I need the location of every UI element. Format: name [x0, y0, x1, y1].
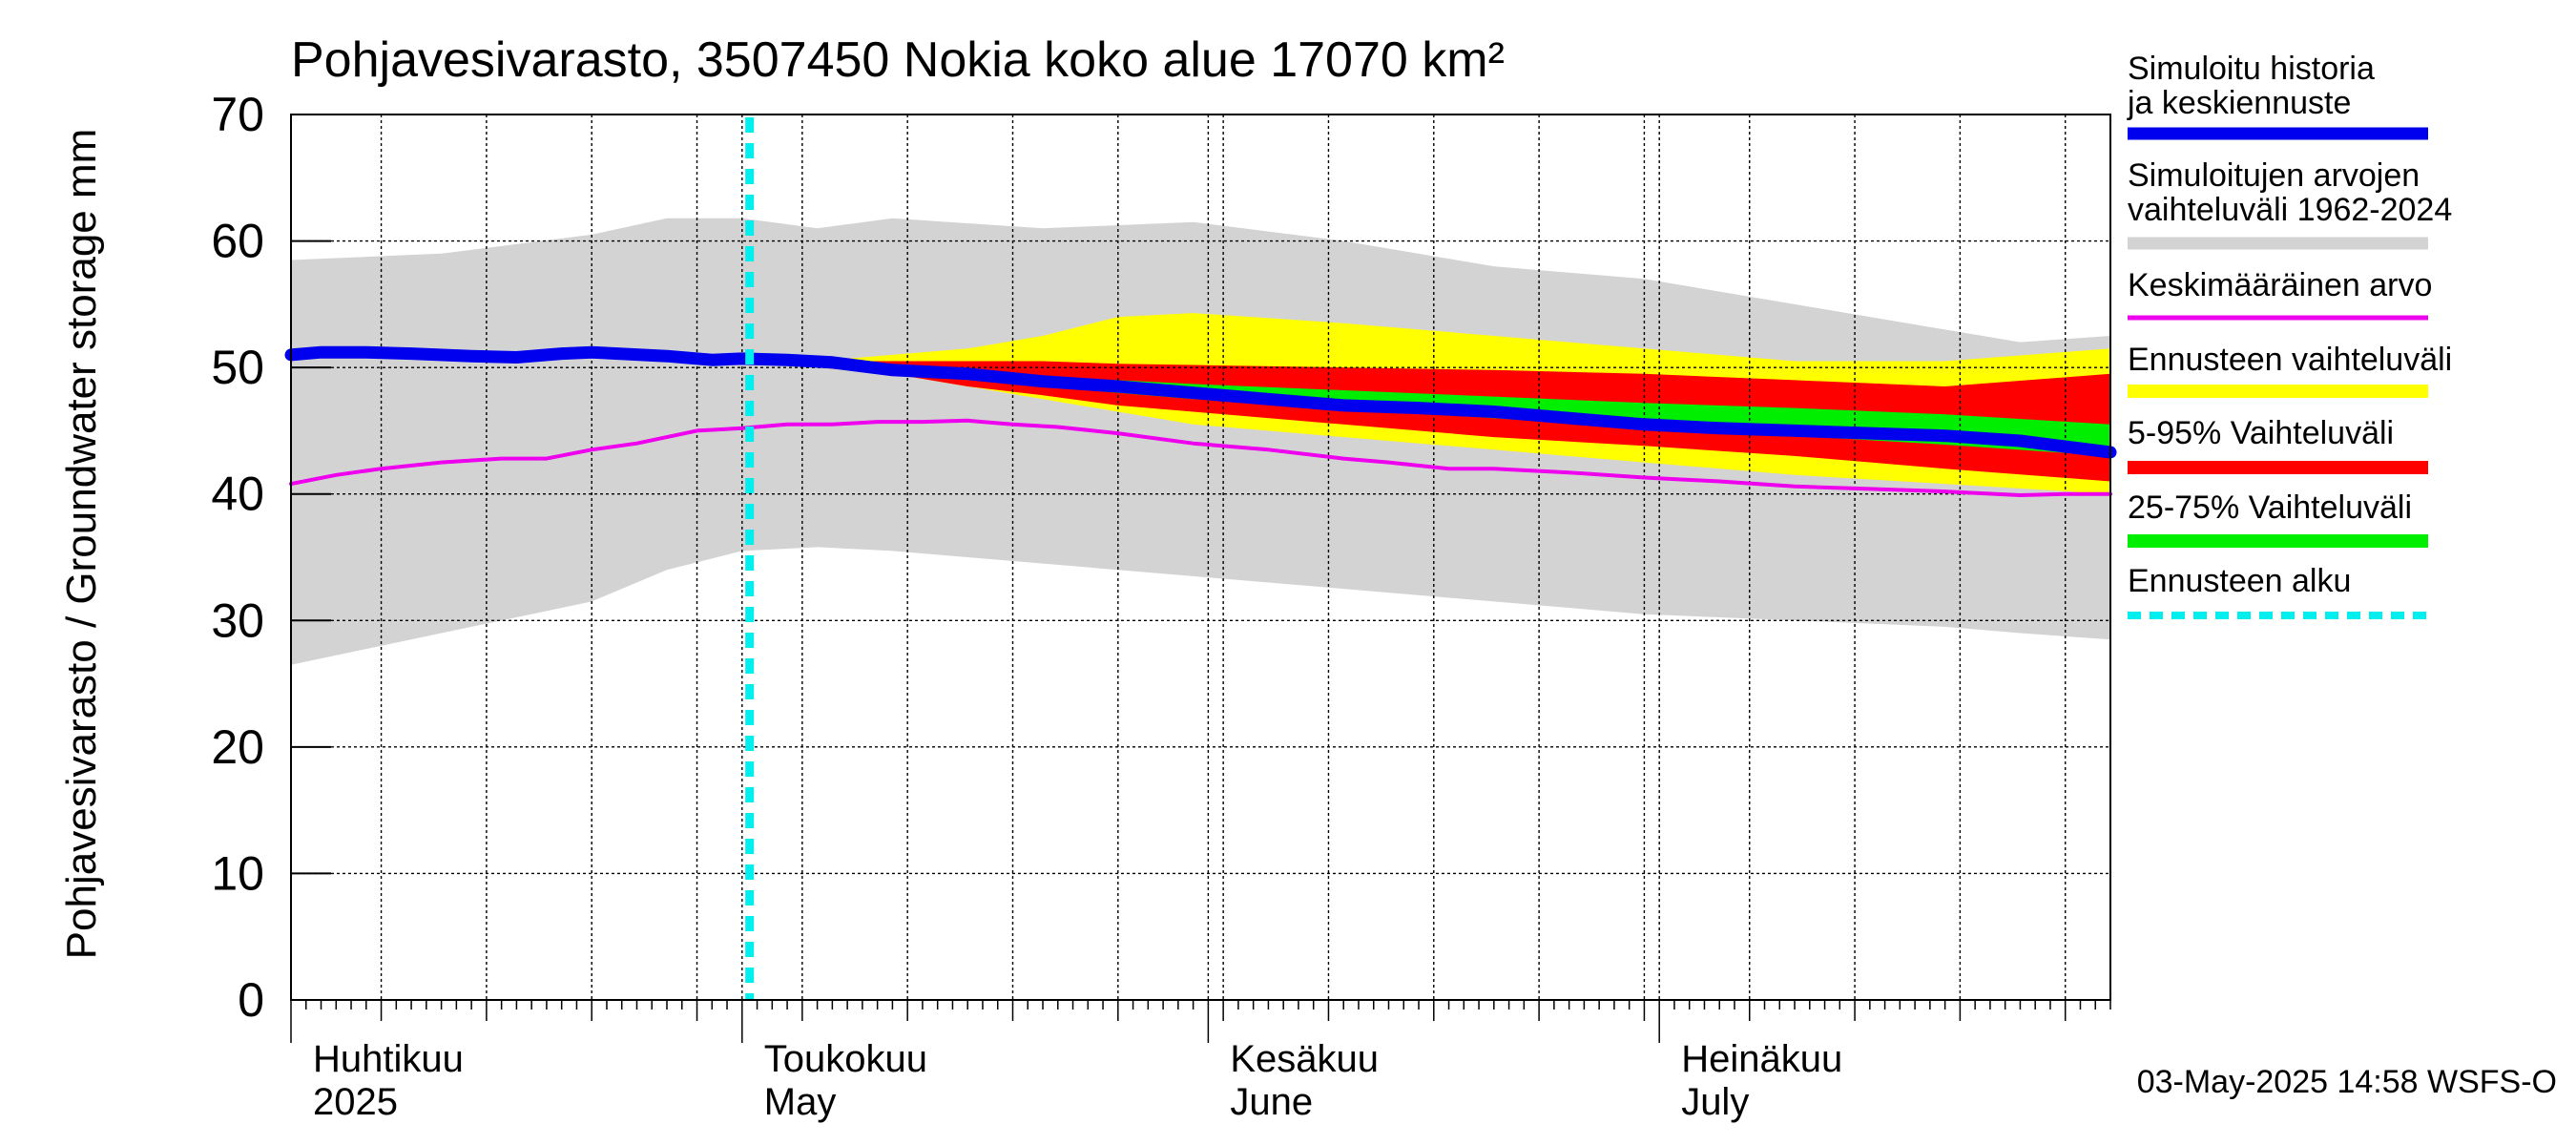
y-tick-label: 70 [211, 88, 264, 141]
legend-label-simuloitu-historia-ja-keskiennuste: Simuloitu historia ja keskiennuste [2127, 51, 2375, 121]
month-label-en: 2025 [313, 1081, 398, 1123]
legend-label-ennusteen-vaihteluvali: Ennusteen vaihteluväli [2128, 342, 2452, 378]
series-line-simuloitu-historia-ja-keskiennuste [284, 345, 2117, 459]
legend: Simuloitu historia ja keskiennuste Simuloi… [2127, 51, 2452, 619]
y-tick-label: 60 [211, 215, 264, 268]
legend-label-keskimaarainen-arvo: Keskimääräinen arvo [2128, 267, 2432, 303]
y-tick-label: 50 [211, 341, 264, 394]
legend-label-5-95-vaihteluvali: 5-95% Vaihteluväli [2128, 415, 2394, 451]
y-tick-label: 0 [238, 973, 264, 1027]
y-tick-label: 20 [211, 720, 264, 774]
band-layer [291, 218, 2110, 665]
legend-label-simuloitujen-arvojen-vaihteluvali-1962-2024: Simuloitujen arvojen vaihteluväli 1962-20… [2128, 157, 2452, 228]
grid-layer [291, 114, 2110, 1000]
month-label-en: July [1681, 1081, 1749, 1123]
month-label-fi: Toukokuu [764, 1038, 927, 1080]
legend-label-ennusteen-alku: Ennusteen alku [2128, 563, 2351, 599]
y-axis-label: Pohjavesivarasto / Groundwater storage m… [58, 129, 105, 960]
plot-frame [290, 114, 2111, 1001]
legend-label-25-75-vaihteluvali: 25-75% Vaihteluväli [2128, 489, 2412, 526]
month-label-fi: Huhtikuu [313, 1038, 464, 1080]
month-label-fi: Kesäkuu [1230, 1038, 1379, 1080]
y-tick-label: 10 [211, 846, 264, 900]
line-layer [284, 117, 2117, 1000]
month-label-fi: Heinäkuu [1681, 1038, 1842, 1080]
y-tick-label: 40 [211, 468, 264, 521]
series-line-keskimaarainen-arvo [289, 418, 2112, 497]
chart-title: Pohjavesivarasto, 3507450 Nokia koko alu… [291, 32, 1505, 88]
y-tick-label: 30 [211, 593, 264, 647]
month-label-en: June [1230, 1081, 1313, 1123]
footer-timestamp: 03-May-2025 14:58 WSFS-O [2137, 1064, 2557, 1100]
month-label-en: May [764, 1081, 837, 1123]
